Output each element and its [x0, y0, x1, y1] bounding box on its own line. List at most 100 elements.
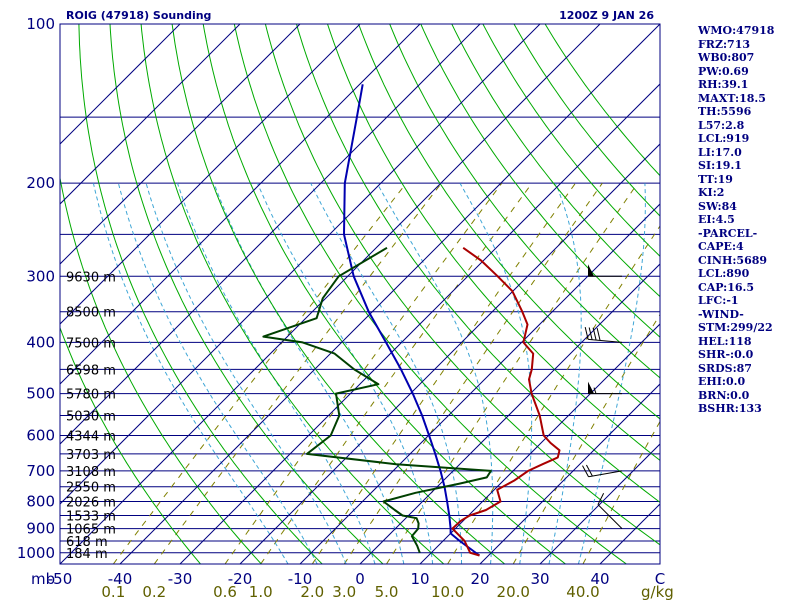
mixing-ratio-label-8: 20.0	[497, 583, 530, 600]
height-label-400: 7500 m	[66, 336, 116, 351]
mixing-ratio-label-0: 0.1	[101, 583, 125, 600]
isotherm--40	[119, 24, 660, 564]
isotherm-lines	[60, 24, 660, 564]
dry-adiabat-20	[171, 24, 506, 564]
dry-adiabat--20	[60, 175, 262, 564]
sounding-indices-panel: WMO:47918 FRZ:713 WB0:807 PW:0.69 RH:39.1 MAX…	[698, 24, 798, 416]
mixing-ratio-line-0.1	[112, 182, 407, 564]
height-label-350: 8500 m	[66, 306, 116, 321]
wind-barb-flag-700	[585, 464, 593, 477]
pressure-tick-label-500: 500	[26, 385, 55, 403]
moist-adiabat-15	[310, 182, 463, 564]
pressure-tick-label-1000: 1000	[17, 544, 55, 562]
wind-barb-300	[588, 264, 622, 277]
pressure-unit-label: mb	[31, 570, 55, 588]
moist-adiabat-0	[177, 183, 376, 564]
isotherm--60	[60, 24, 541, 505]
mixing-ratio-line-0.6	[224, 182, 503, 564]
mixing-ratio-unit-label: g/kg	[641, 583, 674, 600]
temperature-tick-label-0: -50	[48, 570, 73, 588]
wind-barb-700	[582, 464, 623, 478]
moist-adiabat-30	[548, 183, 582, 564]
wind-barb-flag-400	[588, 327, 593, 340]
isotherm--90	[60, 24, 361, 325]
isotherm-10	[419, 323, 660, 564]
temperature-line	[451, 246, 561, 557]
mixing-ratio-label-6: 5.0	[375, 583, 399, 600]
height-labels: 9630 m 8500 m 7500 m 6598 m 5780 m 5030 m 4344…	[66, 270, 116, 561]
wind-barb-staff-900	[597, 504, 623, 529]
mixing-ratio-label-5: 3.0	[332, 583, 356, 600]
index-item: TT:19	[698, 172, 733, 186]
wind-barb-staff-700	[588, 470, 623, 478]
dry-adiabat-50	[264, 24, 660, 546]
wind-barb-500	[588, 381, 622, 395]
index-item: PW:0.69	[698, 64, 749, 78]
mixing-ratio-label-2: 0.6	[213, 583, 237, 600]
index-item: SI:19.1	[698, 159, 742, 172]
temperature-axis: -50 -40 -30 -20 -10 0 10 20 30 40 C	[48, 570, 665, 588]
isotherm--30	[179, 83, 660, 564]
height-label-600: 4344 m	[66, 429, 116, 444]
moist-adiabat-25	[459, 182, 533, 564]
mixing-ratio-axis: 0.1 0.2 0.6 1.0 2.0 3.0 5.0 10.0 20.0 40.0	[101, 583, 599, 600]
dry-adiabat-100	[420, 24, 660, 338]
dry-adiabat-110	[451, 24, 660, 298]
pressure-tick-label-700: 700	[26, 462, 55, 480]
wind-barb-pennant-300	[588, 264, 594, 277]
height-label-300: 9630 m	[66, 270, 116, 285]
wind-barb-flag-400	[596, 328, 601, 341]
mixing-ratio-line-1	[260, 182, 533, 564]
isotherm-30	[539, 443, 660, 564]
moist-adiabat--10	[117, 183, 318, 564]
temperature-tick-label-3: -20	[228, 570, 253, 588]
index-item: RH:39.1	[698, 78, 749, 91]
temperature-tick-label-4: -10	[288, 570, 313, 588]
height-label-850: 1533 m	[66, 509, 116, 524]
dry-adiabat-10	[140, 24, 445, 564]
wind-barbs	[582, 264, 623, 529]
pressure-tick-label-600: 600	[26, 426, 55, 444]
wind-barb-pennant-500	[588, 381, 594, 394]
dry-adiabat-60	[296, 24, 660, 503]
mixing-ratio-line-2	[311, 182, 576, 564]
index-item: LFC:-1	[698, 294, 739, 307]
isotherm--80	[60, 24, 421, 385]
wind-barb-half-500	[593, 387, 597, 394]
dewpoint-line	[262, 246, 492, 554]
moist-adiabat-10	[257, 183, 434, 564]
temperature-tick-label-1: -40	[108, 570, 133, 588]
index-item: STM:299/22	[698, 321, 773, 334]
parcel-trace-line	[343, 84, 481, 557]
pressure-tick-label-200: 200	[26, 174, 55, 192]
moist-adiabat-20	[376, 182, 494, 564]
pressure-tick-label-800: 800	[26, 493, 55, 511]
wind-barb-flag-700	[582, 465, 589, 478]
dry-adiabat-0	[109, 24, 384, 564]
isotherm--70	[60, 24, 481, 445]
index-item: HEL:118	[698, 334, 752, 348]
height-label-900: 1065 m	[66, 523, 116, 538]
chart-title: ROIG (47918) Sounding	[66, 9, 211, 22]
index-item: LCL:890	[698, 267, 750, 280]
height-label-750: 2550 m	[66, 481, 116, 496]
temperature-tick-label-5: 0	[355, 570, 365, 588]
mixing-ratio-label-1: 0.2	[142, 583, 166, 600]
height-label-1000: 184 m	[66, 547, 108, 562]
mixing-ratio-line-20	[512, 313, 660, 564]
index-item: WMO:47918	[698, 24, 775, 37]
index-item: CAPE:4	[698, 240, 744, 253]
moist-adiabat-lines	[92, 182, 646, 564]
mixing-ratio-line-10	[447, 225, 660, 564]
isotherm--50	[60, 24, 601, 564]
mixing-ratio-label-7: 10.0	[431, 583, 464, 600]
dry-adiabat-130	[513, 24, 660, 217]
isotherm--120	[60, 24, 181, 145]
dry-adiabat-30	[202, 24, 566, 564]
plot-frame	[59, 23, 661, 565]
wind-barb-flag-400	[584, 326, 589, 340]
dry-adiabat-80	[358, 24, 660, 420]
index-item: SW:84	[698, 199, 737, 213]
mixing-ratio-label-3: 1.0	[249, 583, 273, 600]
